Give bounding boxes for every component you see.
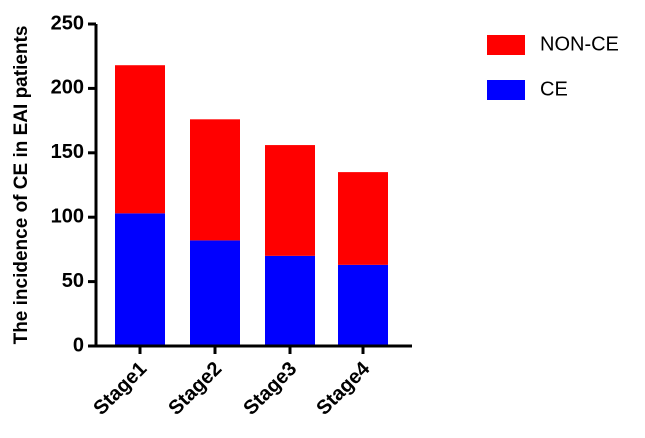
x-tick-label: Stage2 [164, 358, 226, 420]
y-tick-label: 0 [73, 334, 84, 356]
bar-segment [338, 172, 388, 265]
y-tick-label: 100 [51, 205, 84, 227]
legend-swatch [487, 80, 525, 100]
y-tick-label: 150 [51, 141, 84, 163]
legend-label: CE [540, 78, 568, 100]
x-tick-label: Stage4 [312, 357, 375, 420]
x-tick-label: Stage1 [89, 358, 151, 420]
bar-segment [190, 240, 240, 346]
bar-segment [338, 264, 388, 346]
bar-segment [115, 65, 165, 214]
bar-segment [190, 119, 240, 241]
x-tick-label: Stage3 [239, 358, 301, 420]
bar-segment [115, 213, 165, 346]
y-tick-label: 50 [62, 270, 84, 292]
y-axis-label: The incidence of CE in EAI patients [11, 26, 32, 345]
bar-segment [265, 145, 315, 256]
legend-swatch [487, 35, 525, 55]
legend-label: NON-CE [540, 33, 619, 55]
y-tick-label: 200 [51, 77, 84, 99]
bar-segment [265, 255, 315, 346]
y-tick-label: 250 [51, 12, 84, 34]
